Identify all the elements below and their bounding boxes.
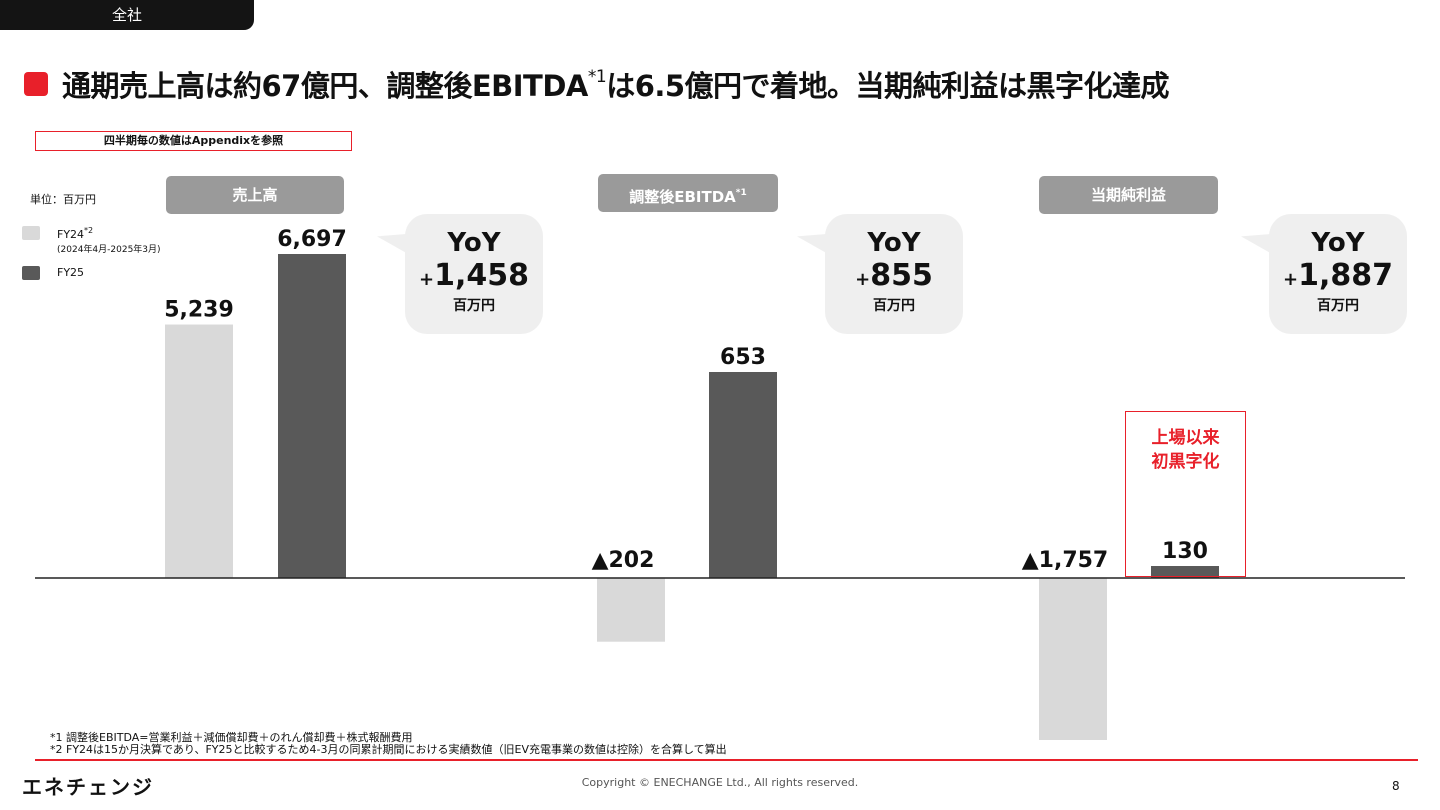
panel-header-net-income: 当期純利益 [1039, 176, 1218, 214]
legend-sup-fy24: *2 [84, 226, 94, 235]
title-footnote-marker: *1 [587, 67, 607, 87]
panel-header-ebitda-label: 調整後EBITDA [629, 188, 736, 206]
yoy-value-ebitda: 855 [870, 258, 933, 293]
bar-label-fy24-1: ▲202 [592, 548, 655, 573]
yoy-bubble-ebitda: YoY +855 百万円 [825, 214, 963, 334]
title-main: 通期売上高は約67億円、調整後EBITDA [62, 69, 588, 103]
yoy-sign-ebitda: + [855, 269, 871, 290]
highlight-line2: 初黒字化 [1151, 452, 1220, 472]
yoy-bubble-revenue: YoY +1,458 百万円 [405, 214, 543, 334]
bar-fy24-2 [1039, 578, 1107, 740]
section-tag: 全社 [0, 0, 254, 30]
bar-fy25-2 [1151, 566, 1219, 578]
panel-header-revenue-label: 売上高 [232, 186, 278, 204]
yoy-label-revenue: YoY [447, 228, 501, 258]
yoy-sign-net-income: + [1283, 269, 1299, 290]
yoy-value-revenue: 1,458 [434, 258, 529, 293]
legend-swatch-fy24 [22, 226, 40, 240]
bar-fy25-0 [278, 254, 346, 578]
panel-header-ebitda: 調整後EBITDA*1 [598, 174, 778, 212]
legend-label-fy25: FY25 [57, 266, 85, 279]
yoy-unit-revenue: 百万円 [453, 298, 495, 314]
page-title: 通期売上高は約67億円、調整後EBITDA*1は6.5億円で着地。当期純利益は黒… [24, 60, 1170, 108]
legend-label-fy24: FY24 [57, 228, 85, 241]
footnotes: *1 調整後EBITDA=営業利益＋減価償却費＋のれん償却費＋株式報酬費用 *2… [50, 732, 727, 756]
title-rest: は6.5億円で着地。当期純利益は黒字化達成 [606, 69, 1170, 103]
footnote-2: *2 FY24は15か月決算であり、FY25と比較するため4-3月の同累計期間に… [50, 743, 727, 756]
copyright: Copyright © ENECHANGE Ltd., All rights r… [581, 776, 859, 789]
bar-label-fy24-0: 5,239 [164, 298, 234, 323]
yoy-label-ebitda: YoY [867, 228, 921, 258]
bar-label-fy25-0: 6,697 [277, 227, 347, 252]
panel-header-net-income-label: 当期純利益 [1090, 186, 1166, 204]
footnote-1: *1 調整後EBITDA=営業利益＋減価償却費＋のれん償却費＋株式報酬費用 [50, 731, 413, 744]
unit-label: 単位：百万円 [30, 193, 96, 206]
yoy-unit-net-income: 百万円 [1317, 298, 1359, 314]
legend-swatch-fy25 [22, 266, 40, 280]
panel-header-revenue: 売上高 [166, 176, 344, 214]
yoy-label-net-income: YoY [1311, 228, 1365, 258]
yoy-unit-ebitda: 百万円 [873, 298, 915, 314]
company-logo: エネチェンジ [22, 775, 154, 799]
legend-period-fy24: (2024年4月-2025年3月) [57, 245, 161, 255]
panel-header-ebitda-sup: *1 [735, 188, 747, 198]
yoy-sign-revenue: + [419, 269, 435, 290]
bar-fy24-1 [597, 578, 665, 642]
page-number: 8 [1392, 779, 1400, 793]
title-marker-icon [24, 72, 48, 96]
footer-divider [35, 759, 1418, 761]
bar-label-fy24-2: ▲1,757 [1022, 548, 1109, 573]
appendix-note: 四半期毎の数値はAppendixを参照 [35, 131, 352, 151]
bar-fy24-0 [165, 324, 233, 578]
highlight-line1: 上場以来 [1151, 428, 1220, 448]
yoy-bubble-net-income: YoY +1,887 百万円 [1269, 214, 1407, 334]
yoy-value-net-income: 1,887 [1298, 258, 1393, 293]
first-profit-highlight: 上場以来 初黒字化 [1125, 411, 1246, 577]
bar-label-fy25-2: 130 [1162, 539, 1208, 564]
bar-label-fy25-1: 653 [720, 345, 766, 370]
bar-fy25-1 [709, 372, 777, 578]
section-tag-label: 全社 [112, 6, 143, 24]
